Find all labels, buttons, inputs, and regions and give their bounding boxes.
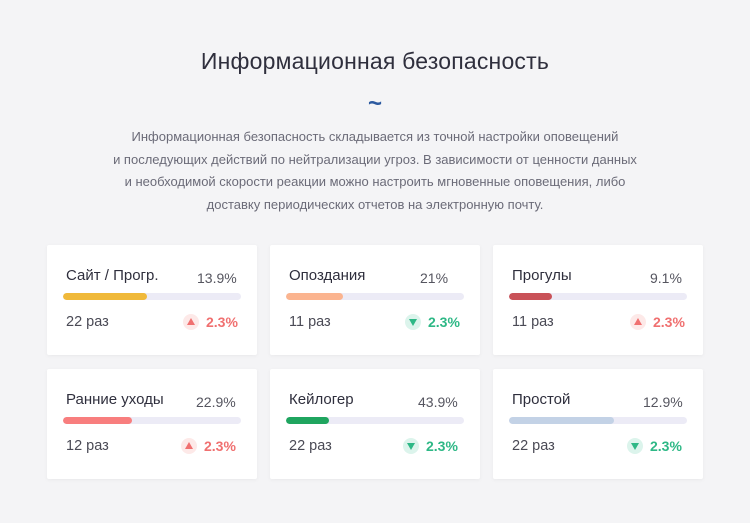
change-indicator: 2.3% <box>181 437 236 455</box>
card-count: 11 раз <box>512 314 554 330</box>
description-line: Информационная безопасность складывается… <box>131 129 619 144</box>
card-title: Прогулы <box>512 267 572 284</box>
progress-track <box>63 293 241 300</box>
card-count: 22 раз <box>66 314 109 330</box>
progress-fill <box>509 293 552 300</box>
progress-fill <box>509 417 615 424</box>
page-title: Информационная безопасность <box>200 48 550 74</box>
card-title: Ранние уходы <box>66 391 164 408</box>
card-title: Сайт / Прогр. <box>66 267 159 284</box>
progress-track <box>509 293 687 300</box>
card-count: 22 раз <box>289 438 332 454</box>
card-count: 22 раз <box>512 438 555 454</box>
progress-fill <box>286 293 343 300</box>
description-line: и необходимой скорости реакции можно нас… <box>124 174 626 189</box>
card-percent: 9.1% <box>650 270 682 286</box>
stat-card-site-program: Сайт / Прогр. 13.9% 22 раз 2.3% <box>47 245 257 355</box>
progress-fill <box>63 293 147 300</box>
progress-track <box>286 293 464 300</box>
change-value: 2.3% <box>206 314 238 330</box>
triangle-down-icon <box>403 438 419 454</box>
triangle-down-icon <box>627 438 643 454</box>
card-percent: 22.9% <box>196 394 236 410</box>
stat-card-early-leave: Ранние уходы 22.9% 12 раз 2.3% <box>47 369 257 479</box>
change-indicator: 2.3% <box>630 313 685 331</box>
stat-card-idle: Простой 12.9% 22 раз 2.3% <box>493 369 703 479</box>
title-ornament: ~ <box>367 90 382 117</box>
progress-track <box>286 417 464 424</box>
card-percent: 13.9% <box>197 270 237 286</box>
card-percent: 12.9% <box>643 394 683 410</box>
progress-track <box>63 417 241 424</box>
triangle-up-icon <box>183 314 199 330</box>
description-line: и последующих действий по нейтрализации … <box>113 151 637 167</box>
card-count: 12 раз <box>66 438 109 454</box>
change-indicator: 2.3% <box>183 313 238 331</box>
card-percent: 21% <box>420 270 449 286</box>
card-title: Кейлогер <box>289 391 354 408</box>
change-value: 2.3% <box>428 314 460 330</box>
change-indicator: 2.3% <box>403 437 458 455</box>
card-percent: 43.9% <box>418 394 458 410</box>
triangle-up-icon <box>181 438 197 454</box>
change-value: 2.3% <box>650 438 682 454</box>
change-value: 2.3% <box>653 314 685 330</box>
change-indicator: 2.3% <box>627 437 682 455</box>
triangle-up-icon <box>630 314 646 330</box>
description-line: доставку периодических отчетов на электр… <box>206 196 544 212</box>
stat-card-keylogger: Кейлогер 43.9% 22 раз 2.3% <box>270 369 480 479</box>
change-value: 2.3% <box>426 438 458 454</box>
card-title: Простой <box>512 391 571 408</box>
change-value: 2.3% <box>204 438 236 454</box>
stat-card-absences: Прогулы 9.1% 11 раз 2.3% <box>493 245 703 355</box>
card-title: Опоздания <box>289 267 366 284</box>
progress-track <box>509 417 687 424</box>
progress-fill <box>286 417 329 424</box>
progress-fill <box>63 417 133 424</box>
card-count: 11 раз <box>289 314 331 330</box>
stat-card-lateness: Опоздания 21% 11 раз 2.3% <box>270 245 480 355</box>
page-description: Информационная безопасность складывается… <box>95 126 655 216</box>
triangle-down-icon <box>405 314 421 330</box>
change-indicator: 2.3% <box>405 313 460 331</box>
